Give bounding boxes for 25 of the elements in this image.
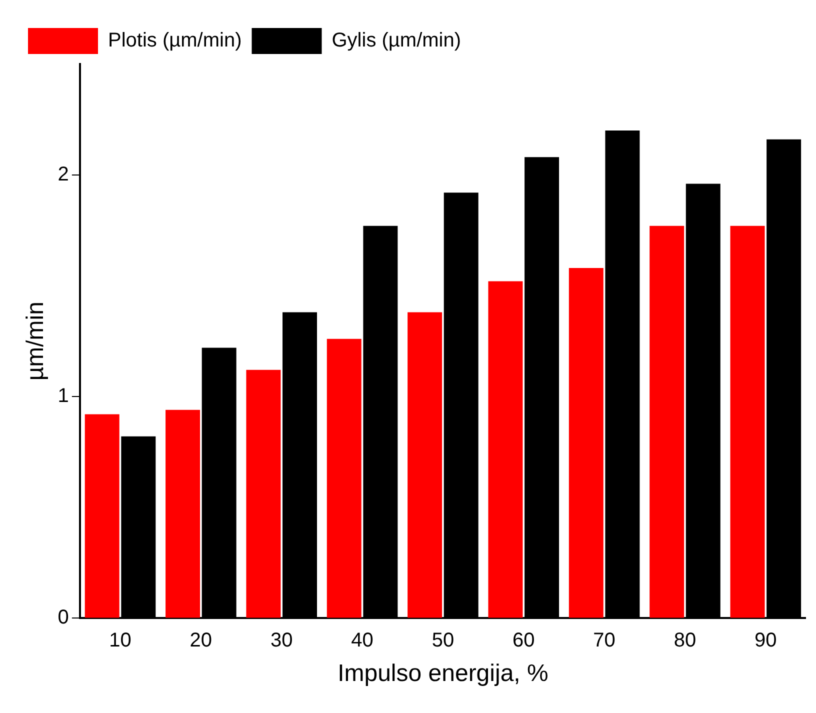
x-tick-label: 50 xyxy=(432,630,454,652)
bar xyxy=(246,370,281,618)
x-tick-label: 20 xyxy=(190,630,212,652)
bar xyxy=(326,338,362,618)
x-axis-title: Impulso energija, % xyxy=(338,660,548,688)
y-tick-label: 1 xyxy=(58,385,69,408)
y-axis-title: µm/min xyxy=(22,302,50,381)
x-tick-label: 80 xyxy=(674,630,696,652)
legend-label: Plotis (µm/min) xyxy=(108,30,242,52)
bar xyxy=(730,226,765,618)
y-tick-label: 2 xyxy=(58,163,69,186)
bar xyxy=(166,410,200,618)
bar xyxy=(650,226,684,618)
x-tick-label: 10 xyxy=(109,630,132,652)
y-tick-label: 0 xyxy=(58,606,69,629)
x-tick-label: 60 xyxy=(512,630,535,652)
x-tick-label: 30 xyxy=(270,630,293,652)
bar xyxy=(84,414,120,618)
bar xyxy=(488,281,523,618)
bar xyxy=(568,268,604,618)
bar xyxy=(408,312,442,618)
x-tick-label: 40 xyxy=(351,630,374,652)
legend-label: Gylis (µm/min) xyxy=(332,30,462,52)
x-tick-label: 90 xyxy=(754,630,777,652)
x-tick-label: 70 xyxy=(593,630,616,652)
